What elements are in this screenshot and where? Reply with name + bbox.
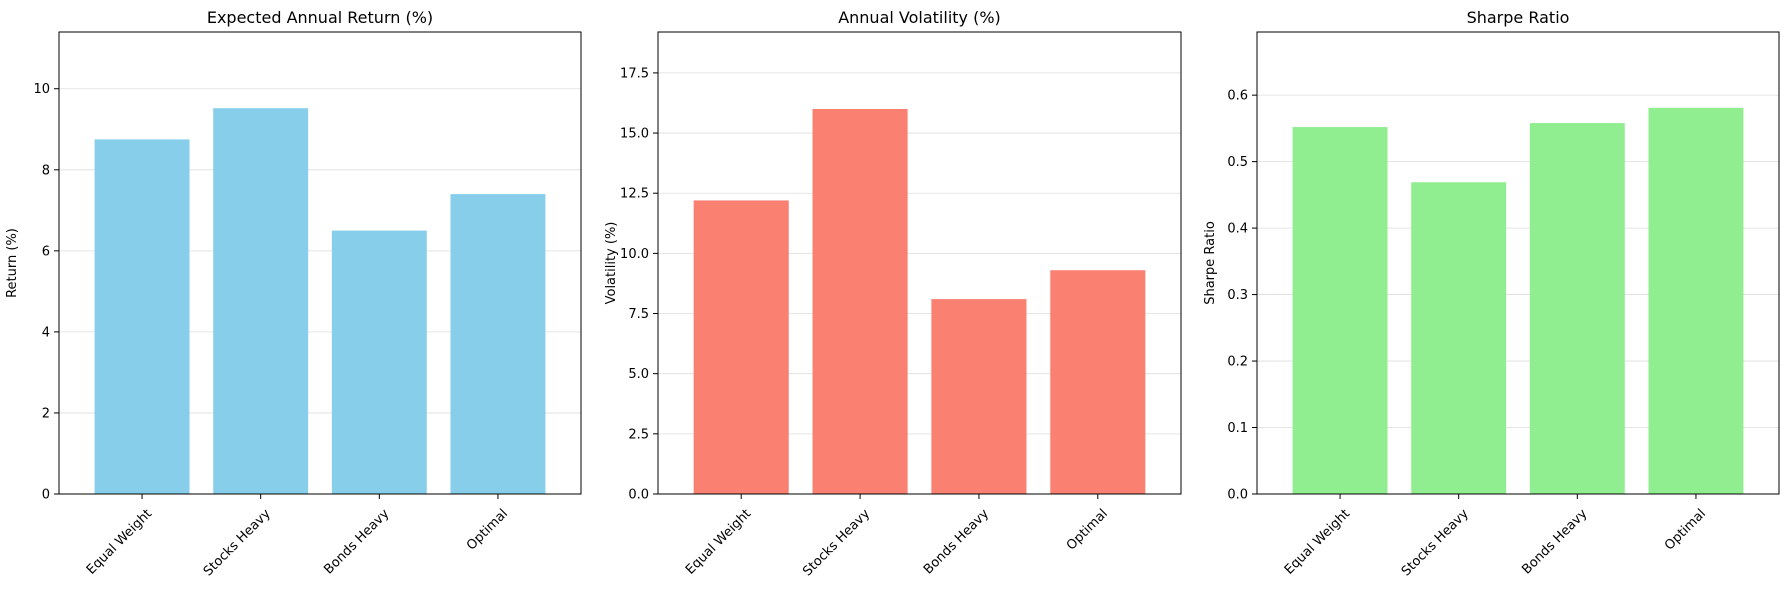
- y-tick-label: 0.1: [1227, 421, 1248, 436]
- y-tick-label: 0.4: [1227, 222, 1248, 237]
- bar-optimal: [1648, 107, 1744, 494]
- y-tick-label: 0.6: [1227, 89, 1248, 104]
- y-axis-label: Volatility (%): [604, 222, 619, 305]
- y-tick-label: 10: [33, 82, 50, 97]
- x-tick-label: Optimal: [464, 506, 511, 553]
- y-tick-label: 6: [42, 244, 50, 259]
- x-tick-label: Bonds Heavy: [321, 506, 392, 577]
- bar-stocks-heavy: [812, 109, 908, 494]
- x-tick-label: Stocks Heavy: [800, 506, 873, 579]
- chart-title: Annual Volatility (%): [838, 8, 1001, 27]
- chart-title: Expected Annual Return (%): [207, 8, 433, 27]
- y-tick-label: 0.3: [1227, 288, 1248, 303]
- x-tick-label: Equal Weight: [683, 506, 754, 577]
- bar-equal-weight: [1292, 127, 1388, 494]
- x-tick-label: Equal Weight: [1282, 506, 1353, 577]
- bar-optimal: [450, 194, 546, 494]
- x-tick-label: Stocks Heavy: [1399, 506, 1472, 579]
- axes-frame: [58, 31, 582, 495]
- y-axis-label: Return (%): [5, 228, 20, 298]
- chart-volatility: Equal Weight Stocks Heavy Bonds Heavy Optim…: [604, 8, 1182, 579]
- y-tick-label: 0.0: [1227, 488, 1248, 503]
- x-tick-label: Equal Weight: [84, 506, 155, 577]
- y-tick-label: 12.5: [620, 187, 649, 202]
- y-tick-label: 17.5: [620, 66, 649, 81]
- axes-frame: [657, 31, 1182, 495]
- bar-bonds-heavy: [331, 230, 427, 494]
- bar-equal-weight: [94, 139, 190, 495]
- x-tick-label: Optimal: [1662, 506, 1709, 553]
- y-axis-label: Sharpe Ratio: [1203, 221, 1218, 305]
- y-tick-label: 0: [42, 488, 50, 503]
- chart-title: Sharpe Ratio: [1467, 8, 1570, 27]
- y-tick-label: 4: [42, 325, 50, 340]
- bar-equal-weight: [693, 200, 789, 494]
- bar-stocks-heavy: [213, 108, 309, 494]
- y-tick-label: 0.5: [1227, 155, 1248, 170]
- bar-stocks-heavy: [1411, 182, 1507, 494]
- x-tick-label: Stocks Heavy: [201, 506, 274, 579]
- y-tick-label: 2.5: [628, 427, 649, 442]
- x-tick-label: Bonds Heavy: [921, 506, 992, 577]
- bar-optimal: [1050, 270, 1146, 494]
- chart-sharpe: Equal Weight Stocks Heavy Bonds Heavy Optim…: [1203, 8, 1780, 579]
- y-tick-label: 7.5: [628, 307, 649, 322]
- y-tick-label: 0.2: [1227, 355, 1248, 370]
- y-tick-label: 5.0: [628, 367, 649, 382]
- bar-bonds-heavy: [931, 299, 1027, 494]
- x-tick-label: Optimal: [1064, 506, 1111, 553]
- y-tick-label: 2: [42, 406, 50, 421]
- bar-bonds-heavy: [1529, 123, 1625, 495]
- y-tick-label: 0.0: [628, 488, 649, 503]
- chart-return: Equal Weight Stocks Heavy Bonds Heavy Optim…: [5, 8, 582, 579]
- y-tick-label: 10.0: [620, 247, 649, 262]
- x-tick-label: Bonds Heavy: [1519, 506, 1590, 577]
- y-tick-label: 8: [42, 163, 50, 178]
- axes-frame: [1256, 31, 1780, 495]
- y-tick-label: 15.0: [620, 127, 649, 142]
